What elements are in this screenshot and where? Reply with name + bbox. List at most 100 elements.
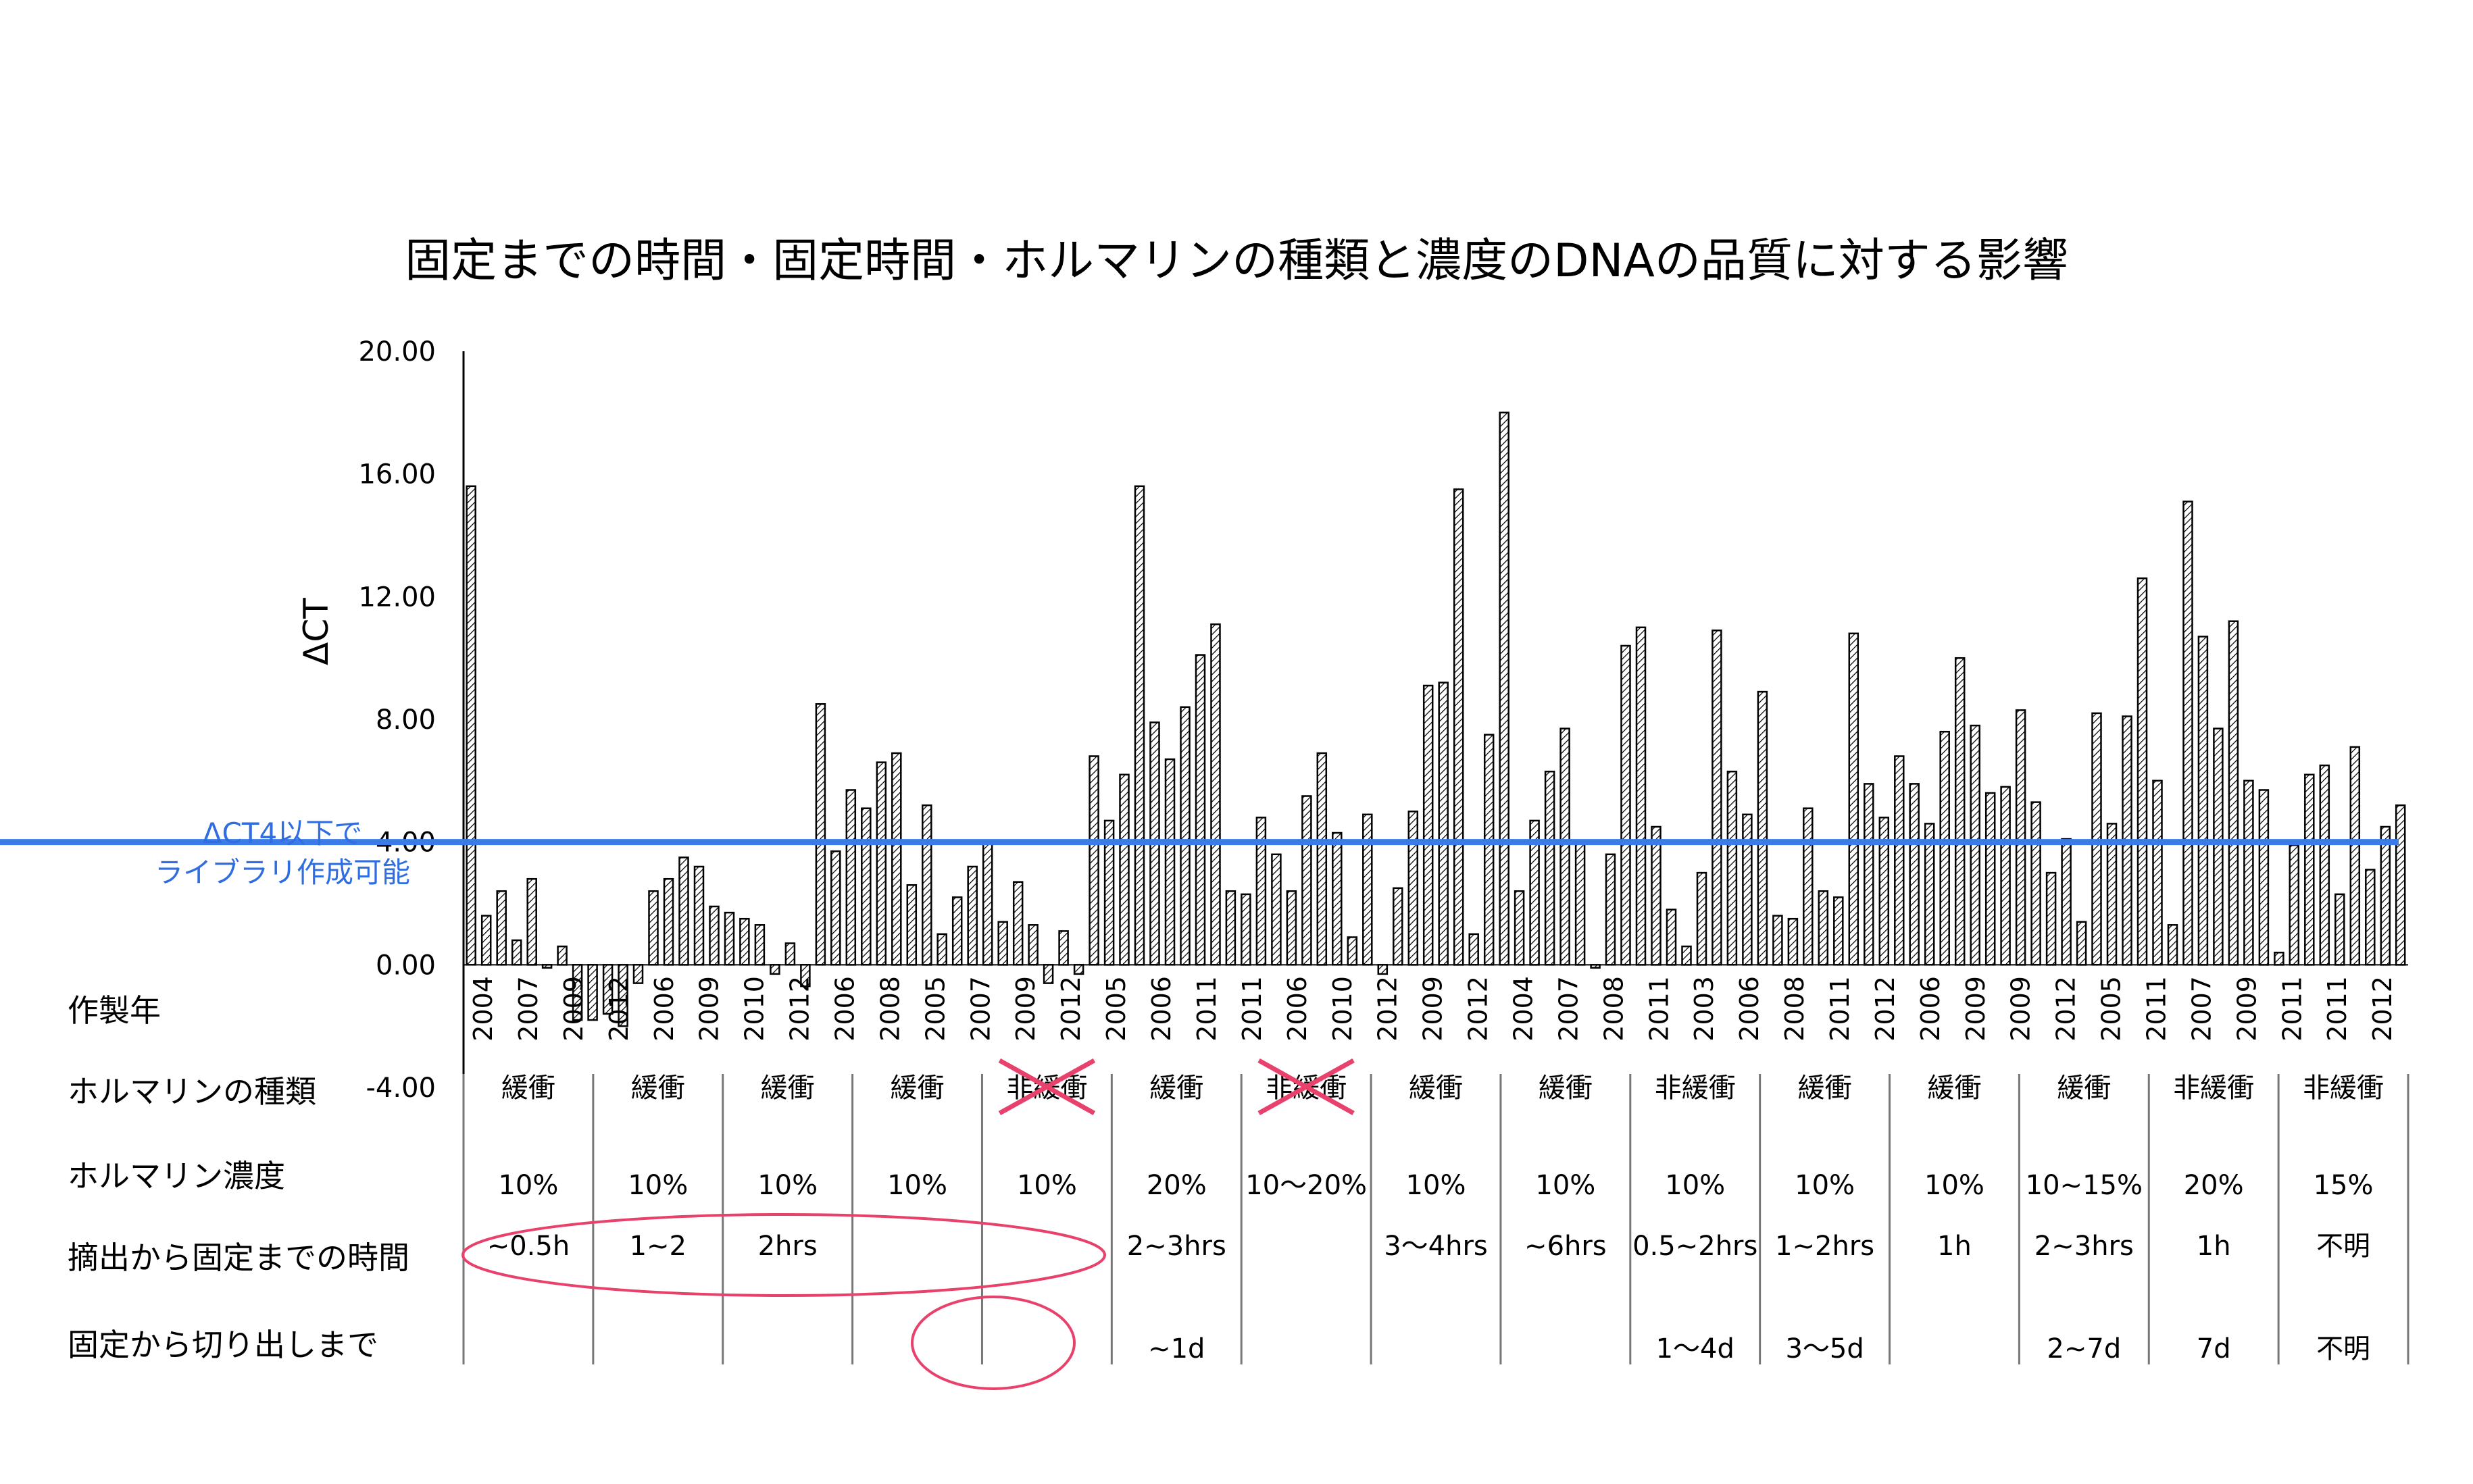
year-tick-label: 2004 (1509, 976, 1539, 1042)
bar (1058, 930, 1069, 966)
bar (709, 905, 720, 966)
bar (1514, 890, 1525, 966)
bar (496, 890, 507, 966)
group-formalin-conc: 10% (628, 1170, 688, 1201)
bar (1848, 632, 1859, 966)
row-label-formalin-type: ホルマリンの種類 (68, 1073, 316, 1110)
bar (1499, 411, 1509, 966)
year-tick-label: 2006 (1282, 976, 1312, 1042)
bar (1605, 853, 1616, 966)
row-label-fix-to-cut: 固定から切り出しまで (68, 1327, 378, 1363)
bar (1225, 890, 1236, 966)
group-formalin-type: 非緩衝 (2173, 1073, 2254, 1104)
highlight-ellipse-fix-to-cut (911, 1296, 1076, 1390)
bar (1544, 770, 1555, 966)
group-formalin-conc: 10% (1665, 1170, 1725, 1201)
bar (1909, 783, 1920, 966)
group-fix-to-cut: 3〜5d (1785, 1333, 1864, 1364)
group-formalin-type: 緩衝 (631, 1073, 685, 1104)
bar (936, 933, 947, 966)
group-formalin-type: 緩衝 (761, 1073, 815, 1104)
group-time-to-fix: 1~2hrs (1775, 1231, 1874, 1262)
y-axis-title: ΔCT (297, 598, 336, 665)
bar (845, 789, 857, 966)
bar (815, 703, 826, 966)
year-tick-label: 2012 (2368, 976, 2397, 1042)
year-tick-label: 2012 (2051, 976, 2081, 1042)
bar (1666, 909, 1677, 966)
year-tick-label: 2009 (695, 976, 724, 1042)
bar (1635, 626, 1647, 966)
bar (693, 865, 705, 966)
group-formalin-type: 緩衝 (501, 1073, 555, 1104)
year-tick-label: 2007 (966, 976, 995, 1042)
bar (830, 850, 841, 966)
bar (1833, 896, 1844, 966)
bar (632, 964, 644, 984)
group-formalin-type: 緩衝 (1798, 1073, 1852, 1104)
year-tick-label: 2009 (1961, 976, 1991, 1042)
threshold-annotation-line2: ライブラリ作成可能 (154, 856, 410, 889)
y-tick-label: 8.00 (376, 705, 436, 736)
year-tick-label: 2008 (1780, 976, 1809, 1042)
bar (1894, 755, 1905, 966)
group-fix-to-cut: ~1d (1148, 1333, 1205, 1364)
bar (1012, 881, 1024, 966)
year-tick-label: 2009 (2232, 976, 2262, 1042)
group-time-to-fix: 3〜4hrs (1384, 1231, 1488, 1262)
bar (906, 884, 918, 966)
group-formalin-type: 緩衝 (1927, 1073, 1981, 1104)
group-formalin-type: 緩衝 (2057, 1073, 2111, 1104)
bar (1970, 724, 1980, 966)
bar (2395, 804, 2406, 966)
group-formalin-type: 緩衝 (1539, 1073, 1593, 1104)
bar (1787, 917, 1799, 966)
bar (1195, 654, 1206, 966)
threshold-annotation-line1: ΔCT4以下で (202, 817, 363, 850)
year-tick-label: 2005 (2097, 976, 2126, 1042)
bar (2030, 801, 2041, 966)
bar (1620, 644, 1631, 966)
bar (1726, 770, 1738, 966)
year-tick-label: 2011 (1644, 976, 1674, 1042)
bar (1362, 813, 1373, 966)
group-formalin-conc: 10% (1535, 1170, 1595, 1201)
bar (466, 485, 476, 966)
bar (2015, 709, 2026, 966)
group-formalin-conc: 10〜20% (1245, 1170, 1367, 1201)
group-formalin-type: 緩衝 (1409, 1073, 1463, 1104)
year-tick-label: 2011 (1192, 976, 1222, 1042)
bar (1483, 734, 1495, 966)
bar (891, 752, 902, 966)
cross-out-mark (1257, 1058, 1355, 1116)
group-formalin-conc: 20% (1147, 1170, 1207, 1201)
y-tick-label: 0.00 (376, 950, 436, 981)
year-tick-label: 2012 (785, 976, 815, 1042)
bar (1438, 682, 1449, 966)
bar (2380, 825, 2391, 966)
year-tick-label: 2007 (514, 976, 543, 1042)
year-tick-label: 2006 (649, 976, 679, 1042)
bar (1286, 890, 1297, 966)
bar (784, 942, 796, 966)
bar (2289, 844, 2300, 966)
year-tick-label: 2006 (1916, 976, 1945, 1042)
bar (1073, 964, 1084, 975)
bar (1241, 893, 1251, 966)
bar (648, 890, 659, 966)
year-tick-label: 2008 (876, 976, 905, 1042)
bar (1043, 964, 1054, 984)
bar (1377, 964, 1389, 975)
bar (1468, 933, 1479, 966)
bar (1453, 488, 1464, 966)
group-time-to-fix: 1h (2197, 1231, 2231, 1262)
bar (739, 917, 750, 966)
y-tick-label: 16.00 (358, 459, 436, 490)
bar (2365, 869, 2376, 966)
bar (1332, 831, 1343, 966)
group-time-to-fix: 2~3hrs (1127, 1231, 1226, 1262)
bar (1864, 783, 1874, 966)
bar (2137, 577, 2148, 966)
bar (1316, 752, 1328, 966)
